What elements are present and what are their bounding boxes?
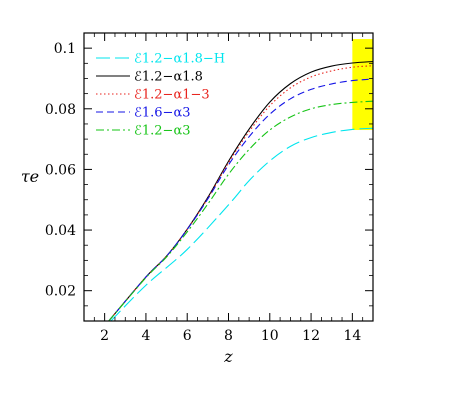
- y-tick-label: 0.04: [45, 223, 76, 239]
- x-tick-label: 14: [343, 328, 361, 344]
- x-tick-label: 2: [100, 328, 109, 344]
- legend-label: ℰ1.2−α3: [134, 124, 191, 139]
- y-tick-label: 0.1: [54, 41, 76, 57]
- legend-label: ℰ1.2−α1.8: [134, 70, 203, 85]
- series-layer: [108, 60, 374, 322]
- legend-label: ℰ1.2−α1−3: [134, 88, 210, 103]
- series-line-2: [108, 60, 374, 322]
- x-tick-label: 8: [224, 328, 233, 344]
- y-axis-title: τe: [21, 167, 39, 186]
- series-line-4: [108, 78, 374, 322]
- yellow-band: [352, 39, 373, 131]
- series-line-5: [108, 100, 374, 322]
- x-tick-label: 6: [183, 328, 192, 344]
- series-line-3: [108, 65, 374, 322]
- legend-label: ℰ1.6−α3: [134, 106, 191, 121]
- x-tick-label: 4: [141, 328, 150, 344]
- y-tick-label: 0.06: [45, 162, 76, 178]
- x-axis-title: z: [223, 347, 233, 366]
- x-tick-label: 12: [302, 328, 320, 344]
- y-tick-label: 0.08: [45, 102, 76, 118]
- legend: ℰ1.2−α1.8−H ℰ1.2−α1.8 ℰ1.2−α1−3 ℰ1.6−α3 ℰ1.2…: [96, 52, 225, 139]
- ticks-layer: 2 4 6 8 10 12 14 0.02 0.04 0.06 0.08 0.1: [45, 32, 374, 344]
- legend-label: ℰ1.2−α1.8−H: [134, 52, 225, 67]
- y-tick-label: 0.02: [45, 284, 76, 300]
- x-tick-label: 10: [261, 328, 279, 344]
- series-line-1: [110, 127, 374, 322]
